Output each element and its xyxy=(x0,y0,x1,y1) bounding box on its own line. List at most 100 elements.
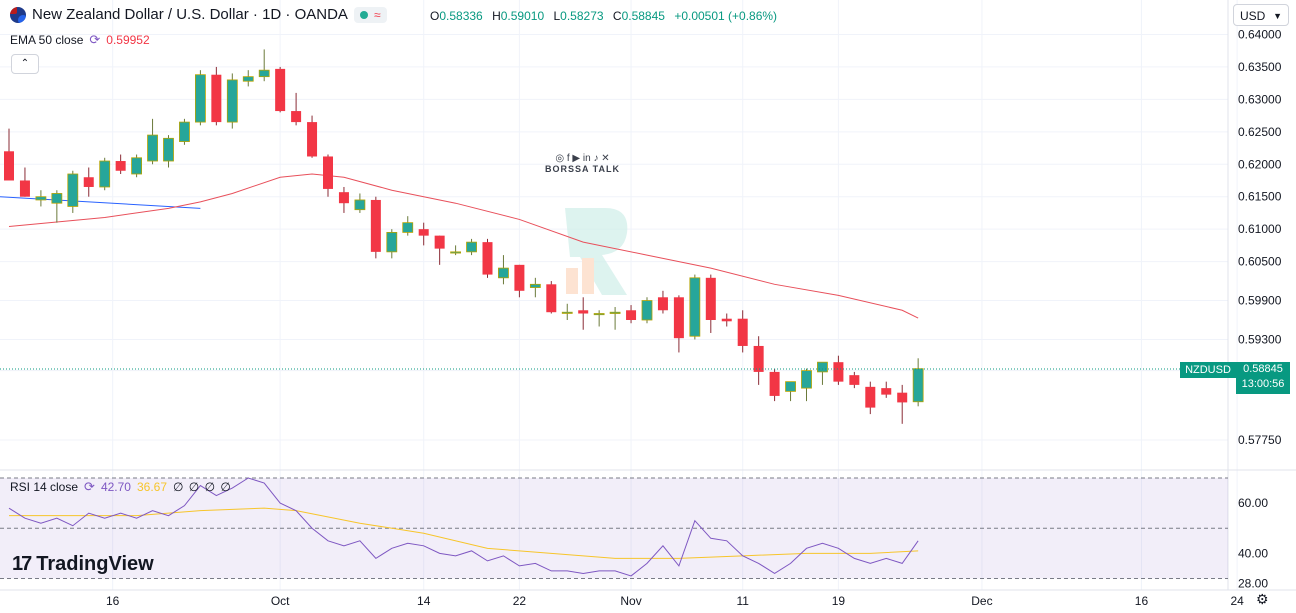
candle-down xyxy=(546,284,557,313)
currency-selector[interactable]: USD ▼ xyxy=(1233,4,1289,26)
y-axis-tick-label: 0.62500 xyxy=(1238,125,1282,139)
x-axis-tick-label: Oct xyxy=(271,594,290,608)
candle-up xyxy=(801,370,812,389)
watermark-logo-shape xyxy=(565,208,628,295)
collapse-legend-button[interactable]: ⌃ xyxy=(11,54,39,74)
tradingview-logo[interactable]: 17 TradingView xyxy=(12,553,154,576)
ema-label: EMA 50 close xyxy=(10,33,84,47)
y-axis-tick-label: 0.62000 xyxy=(1238,157,1282,171)
symbol-title[interactable]: New Zealand Dollar / U.S. Dollar · 1D · … xyxy=(32,6,348,23)
y-axis-tick-label: 0.59300 xyxy=(1238,332,1282,346)
high-label: H xyxy=(492,9,501,23)
candle-up xyxy=(466,241,477,253)
candle-up xyxy=(67,173,79,207)
candle-down xyxy=(291,111,302,123)
currency-label: USD xyxy=(1240,9,1266,23)
x-axis-tick-label: 11 xyxy=(736,594,749,608)
y-axis-tick-label: 0.64000 xyxy=(1238,27,1282,41)
candle-down xyxy=(737,318,748,346)
tradingview-logo-text: TradingView xyxy=(36,553,154,575)
indicator-settings-icon[interactable]: ⟳ xyxy=(89,32,101,47)
candle-down xyxy=(673,297,684,339)
candle-down xyxy=(897,392,908,403)
x-axis-tick-label: 19 xyxy=(832,594,846,608)
candle-down xyxy=(323,156,333,189)
ohlc-readout: O0.58336 H0.59010 L0.58273 C0.58845 +0.0… xyxy=(430,9,783,23)
candle-down xyxy=(275,68,286,112)
candle-up xyxy=(179,121,190,142)
gear-icon[interactable]: ⚙ xyxy=(1256,591,1269,607)
candle-up xyxy=(147,134,158,162)
candle-up xyxy=(785,381,796,392)
watermark-bar xyxy=(566,268,578,294)
rsi-label: RSI 14 close xyxy=(10,480,79,494)
candle-up xyxy=(641,300,653,321)
candle-up xyxy=(131,157,143,175)
ema-value: 0.59952 xyxy=(106,33,150,47)
watermark-brand: BORSSA TALK xyxy=(545,164,620,174)
y-axis-tick-label: 0.59900 xyxy=(1238,294,1282,308)
candle-down xyxy=(753,345,764,372)
social-icons: ◎ f ▶ in ♪ ✕ xyxy=(555,153,610,164)
candle-down xyxy=(115,161,126,171)
rsi-settings-icon[interactable]: ⟳ xyxy=(84,479,95,494)
x-axis-tick-label: 22 xyxy=(513,594,527,608)
candle-up xyxy=(593,313,605,316)
open-value: 0.58336 xyxy=(439,9,483,23)
candle-down xyxy=(865,386,876,408)
candle-down xyxy=(83,177,94,187)
open-label: O xyxy=(430,9,440,23)
market-status[interactable]: ≈ xyxy=(353,6,387,23)
candle-down xyxy=(721,318,732,322)
candle-up xyxy=(354,199,366,211)
rsi-line xyxy=(8,477,919,577)
rsi-axis-tick-label: 60.00 xyxy=(1238,496,1268,510)
x-axis-tick-label: Nov xyxy=(620,594,641,608)
wave-icon: ≈ xyxy=(373,7,381,22)
rsi-value: 42.70 xyxy=(100,480,131,494)
trendline xyxy=(0,196,201,209)
candle-down xyxy=(418,229,429,236)
y-axis-tick-label: 0.63000 xyxy=(1238,92,1282,106)
change-value: +0.00501 (+0.86%) xyxy=(674,9,778,23)
candle-up xyxy=(386,231,398,253)
y-axis-tick-label: 0.61500 xyxy=(1238,190,1282,204)
candle-up xyxy=(689,277,701,337)
candle-down xyxy=(338,192,349,204)
symbol-header[interactable]: New Zealand Dollar / U.S. Dollar · 1D · … xyxy=(10,6,387,23)
candle-up xyxy=(912,368,924,403)
x-axis-tick-label: 16 xyxy=(1135,594,1149,608)
candle-down xyxy=(657,297,668,311)
candle-up xyxy=(242,76,254,82)
x-axis-tick-label: Dec xyxy=(971,594,992,608)
candle-down xyxy=(19,180,30,197)
candle-up xyxy=(529,283,541,288)
candle-up xyxy=(194,74,206,123)
candle-up xyxy=(258,69,270,78)
candle-up xyxy=(561,311,573,314)
y-axis-tick-label: 0.57750 xyxy=(1238,433,1282,447)
rsi-extra-values: ∅ ∅ ∅ ∅ xyxy=(173,480,232,494)
x-axis-tick-label: 16 xyxy=(106,594,120,608)
watermark-label: ◎ f ▶ in ♪ ✕ BORSSA TALK xyxy=(545,153,620,175)
ema-legend[interactable]: EMA 50 close ⟳ 0.59952 xyxy=(10,32,150,48)
candle-down xyxy=(769,371,780,396)
candle-up xyxy=(35,196,47,201)
chevron-down-icon: ▼ xyxy=(1273,11,1282,21)
candle-up xyxy=(163,137,174,162)
nzd-usd-flag-icon xyxy=(10,6,26,23)
candle-down xyxy=(4,151,14,181)
x-axis-tick-label: 24 xyxy=(1230,594,1244,608)
rsi-ma-line xyxy=(9,507,919,559)
candle-down xyxy=(849,375,860,385)
tradingview-logo-icon: 17 xyxy=(12,553,32,575)
low-label: L xyxy=(553,9,561,23)
candle-up xyxy=(99,160,111,188)
y-axis-tick-label: 0.60500 xyxy=(1238,255,1282,269)
rsi-legend[interactable]: RSI 14 close ⟳ 42.70 36.67 ∅ ∅ ∅ ∅ xyxy=(10,479,232,495)
high-value: 0.59010 xyxy=(500,9,545,23)
close-value: 0.58845 xyxy=(621,9,665,23)
y-axis-tick-label: 0.61000 xyxy=(1238,222,1282,236)
market-open-dot-icon xyxy=(359,10,368,19)
